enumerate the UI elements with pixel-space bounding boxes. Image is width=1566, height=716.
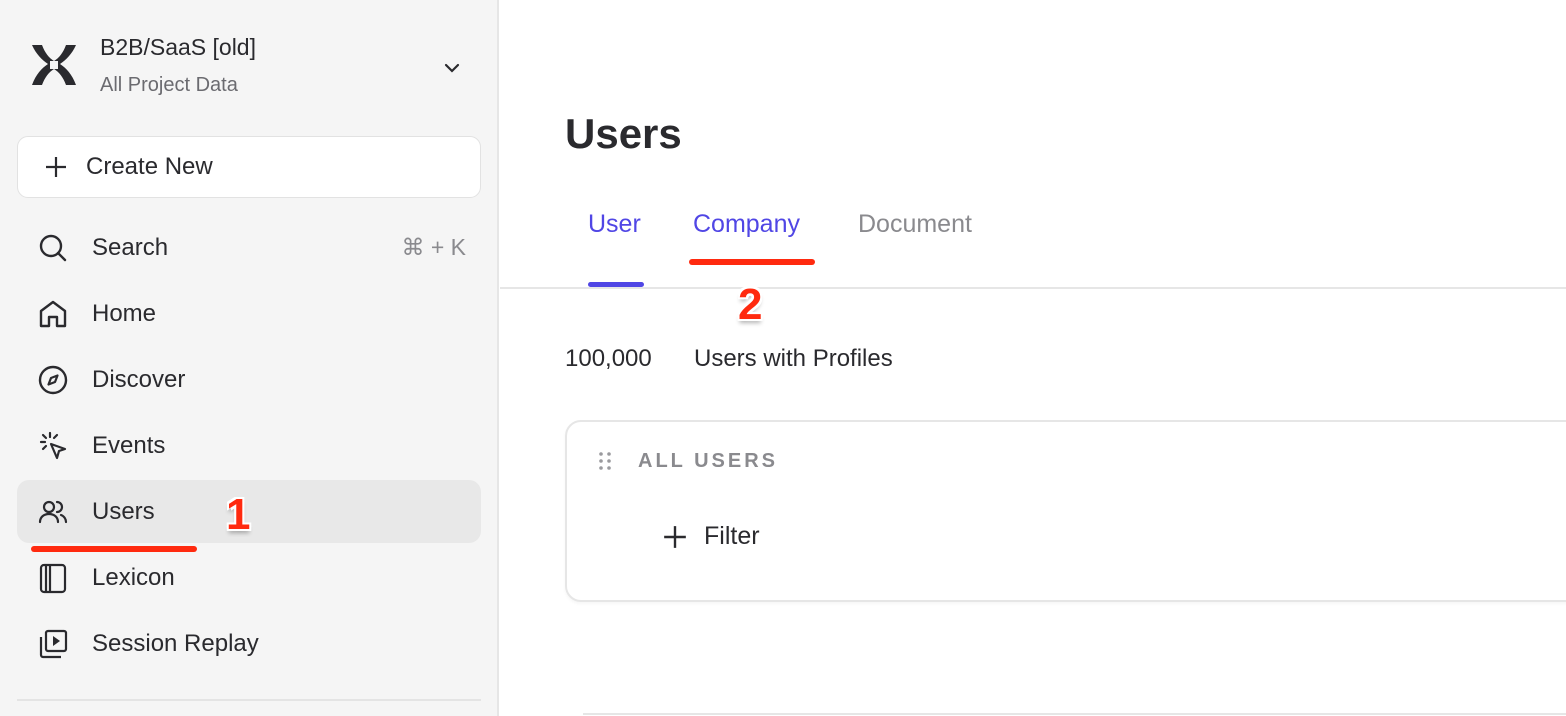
card-title: ALL USERS: [638, 450, 778, 472]
tab-document[interactable]: Document: [858, 210, 972, 238]
project-subtitle: All Project Data: [100, 74, 238, 96]
sidebar: B2B/SaaS [old] All Project Data Create N…: [0, 0, 499, 716]
sidebar-item-home[interactable]: Home: [17, 282, 481, 345]
sidebar-item-label: Session Replay: [92, 629, 259, 657]
sidebar-item-label: Lexicon: [92, 563, 175, 591]
mixpanel-logo-icon: [32, 45, 76, 85]
tab-user[interactable]: User: [588, 210, 641, 238]
plus-icon: [46, 157, 66, 177]
sidebar-divider: [17, 699, 481, 701]
all-users-card: [565, 420, 1566, 602]
plus-icon: [664, 525, 686, 548]
annotation-number-1: 1: [226, 490, 251, 539]
section-divider: [583, 713, 1566, 715]
project-title[interactable]: B2B/SaaS [old]: [100, 34, 256, 60]
users-icon: [38, 500, 68, 523]
add-filter-button[interactable]: Filter: [662, 522, 760, 551]
sidebar-item-search[interactable]: Search ⌘ + K: [17, 216, 481, 279]
create-new-button[interactable]: Create New: [17, 136, 481, 198]
profile-count: 100,000: [565, 345, 652, 372]
search-shortcut: ⌘ + K: [401, 234, 466, 260]
home-icon: [39, 300, 67, 327]
sidebar-item-lexicon[interactable]: Lexicon: [17, 546, 481, 609]
profile-count-label: Users with Profiles: [694, 345, 893, 372]
sidebar-item-users[interactable]: Users: [17, 480, 481, 543]
compass-icon: [38, 365, 68, 394]
sidebar-item-label: Events: [92, 431, 166, 459]
sidebar-item-discover[interactable]: Discover: [17, 348, 481, 411]
tab-company[interactable]: Company: [693, 210, 800, 238]
search-icon: [39, 234, 67, 261]
annotation-number-2: 2: [738, 280, 763, 329]
sidebar-item-session-replay[interactable]: Session Replay: [17, 612, 481, 675]
book-icon: [39, 563, 67, 593]
sidebar-item-label: Search: [92, 233, 169, 261]
chevron-down-icon[interactable]: [440, 56, 464, 80]
tabs-divider: [500, 287, 1566, 289]
annotation-underline-users: [31, 546, 197, 552]
sidebar-item-label: Discover: [92, 365, 186, 393]
sidebar-item-label: Users: [92, 497, 155, 525]
annotation-underline-company: [689, 259, 815, 265]
sidebar-item-label: Home: [92, 299, 157, 327]
filter-label: Filter: [704, 522, 760, 550]
page-title: Users: [565, 110, 682, 157]
sidebar-item-events[interactable]: Events: [17, 414, 481, 477]
cursor-click-icon: [39, 431, 67, 459]
drag-handle-icon[interactable]: [598, 451, 612, 471]
replay-icon: [39, 629, 68, 658]
create-new-label: Create New: [86, 153, 213, 180]
active-tab-indicator: [588, 282, 644, 287]
